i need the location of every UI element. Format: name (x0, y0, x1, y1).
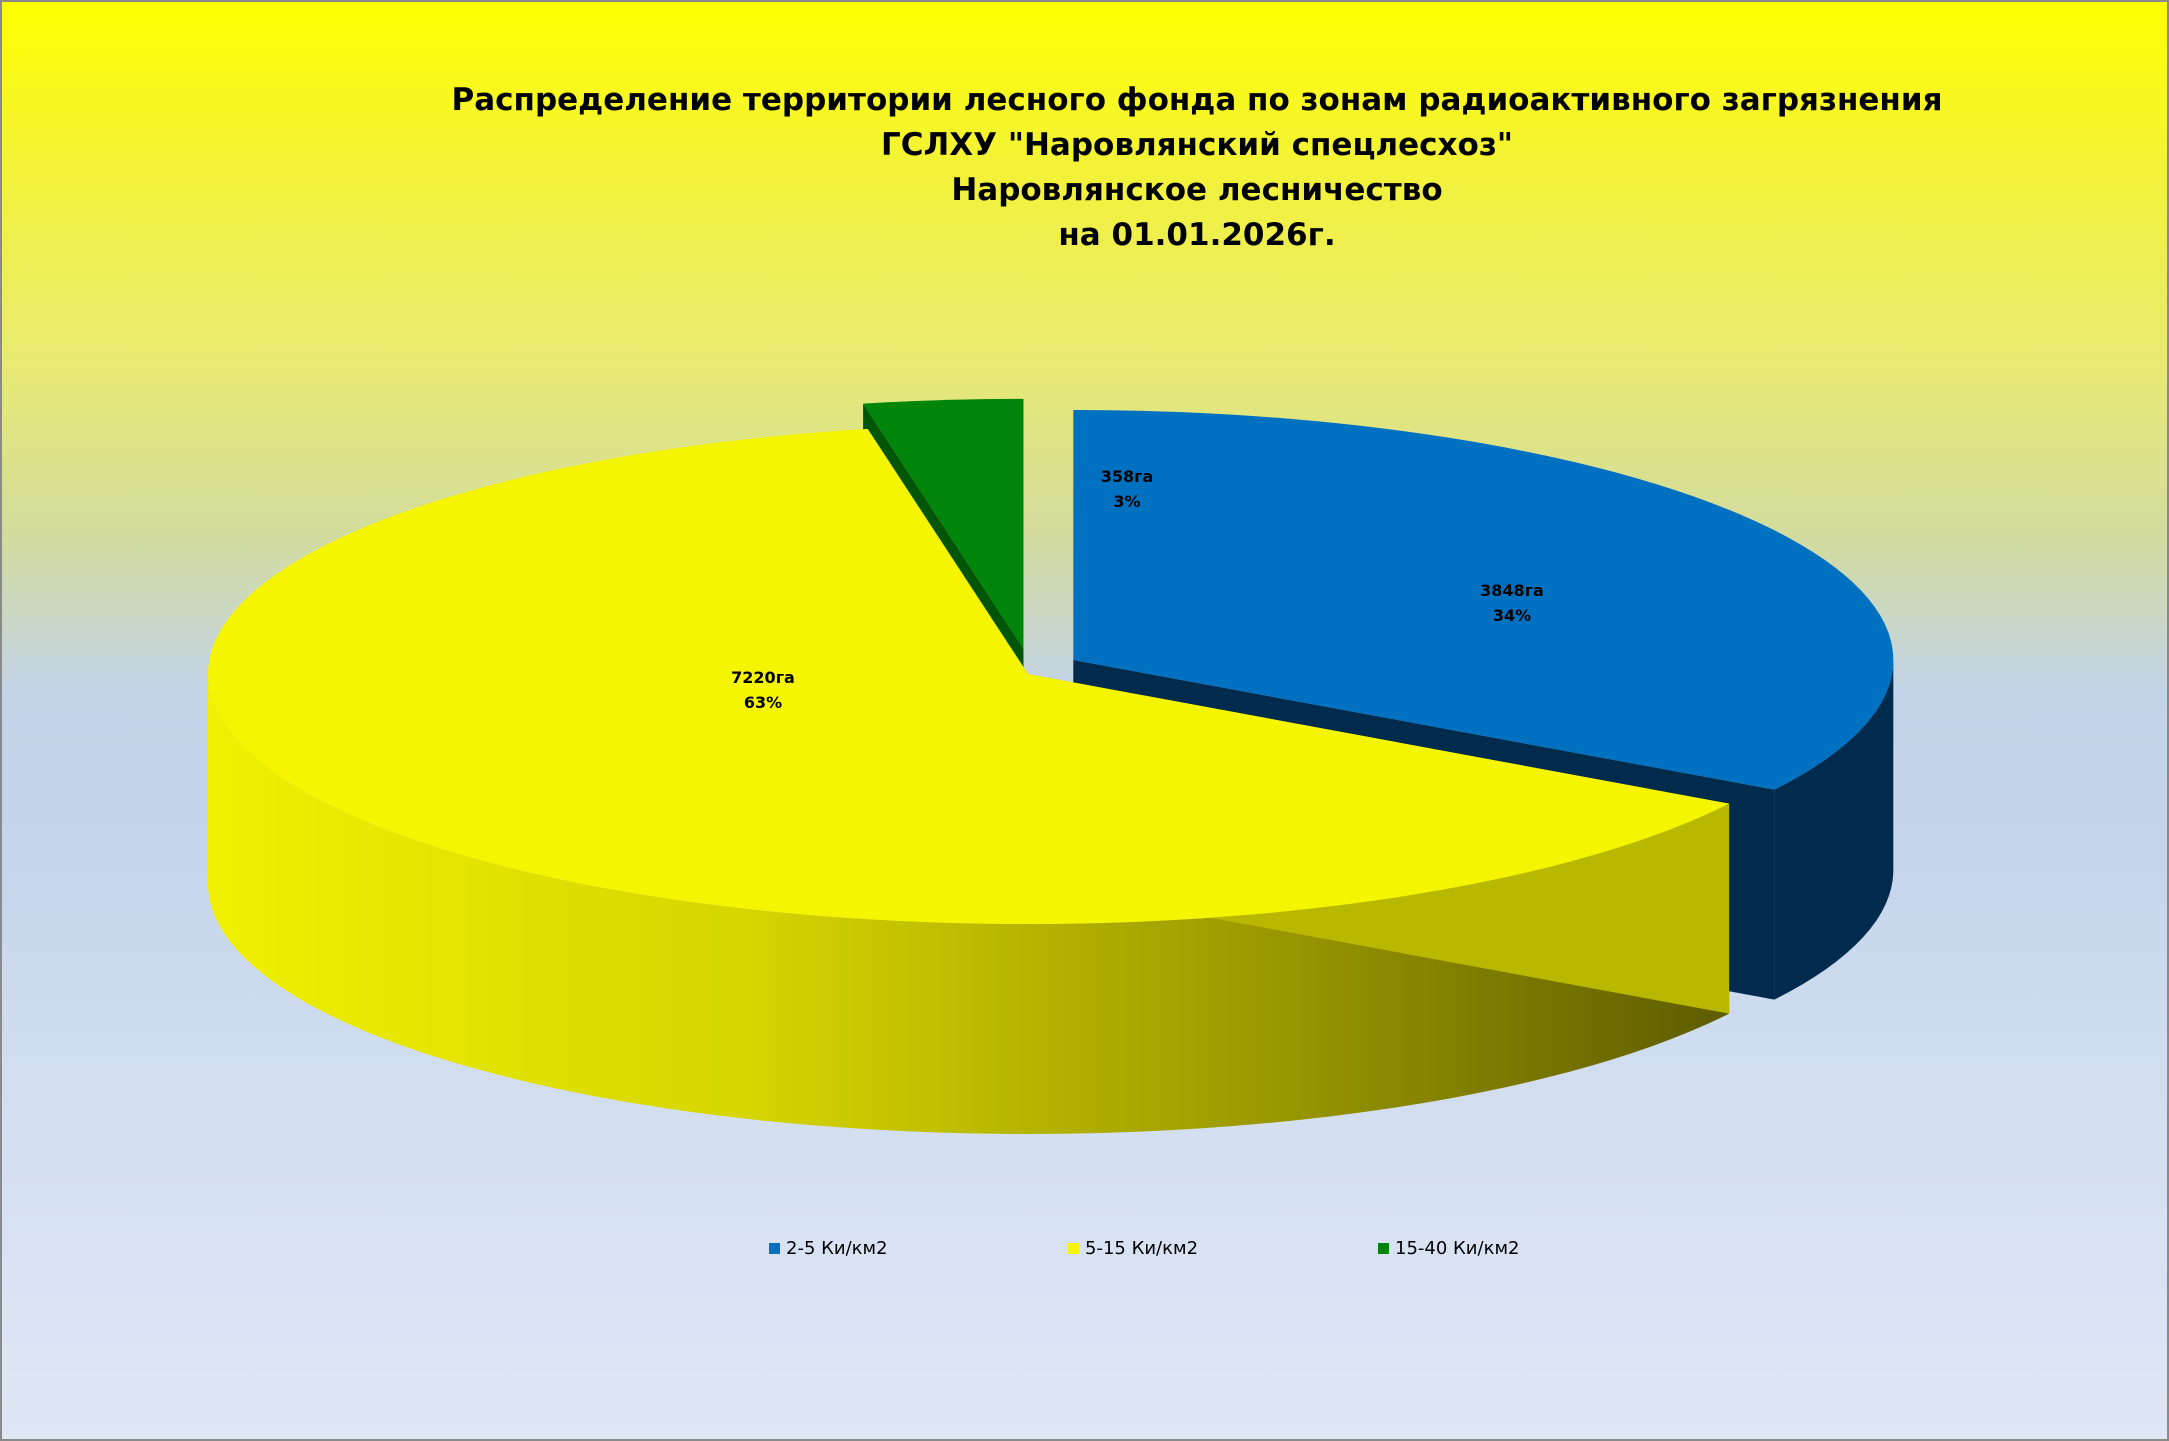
legend-item-15-40: 15-40 Ки/км2 (1378, 1238, 1519, 1259)
labels-layer: 3848га 34% 7220га 63% 358га 3% (731, 467, 1544, 712)
title-line-4: на 01.01.2026г. (1058, 217, 1336, 253)
legend-label-5-15: 5-15 Ки/км2 (1085, 1238, 1199, 1259)
slices-layer (207, 398, 1894, 1134)
slice-top-green (863, 398, 1024, 649)
legend-item-5-15: 5-15 Ки/км2 (1068, 1238, 1198, 1259)
data-label-percent-yellow: 63% (744, 693, 782, 712)
legend-item-2-5: 2-5 Ки/км2 (769, 1238, 888, 1259)
data-label-value-green: 358га (1101, 467, 1154, 486)
data-label-value-blue: 3848га (1480, 581, 1544, 600)
slice-top-blue (1073, 409, 1894, 790)
data-label-value-yellow: 7220га (731, 668, 795, 687)
slice-side-yellow (208, 674, 1730, 1134)
slice-yellow (207, 428, 1730, 1134)
legend-label-2-5: 2-5 Ки/км2 (786, 1238, 888, 1259)
title-line-2: ГСЛХУ "Наровлянский спецлесхоз" (880, 127, 1513, 163)
chart-title: Распределение территории лесного фонда п… (302, 78, 2092, 258)
legend-swatch-green (1378, 1243, 1389, 1254)
title-line-3: Наровлянское лесничество (951, 172, 1443, 208)
slice-top-yellow (207, 428, 1730, 925)
legend: 2-5 Ки/км2 5-15 Ки/км2 15-40 Ки/км2 (2, 1238, 2169, 1268)
data-label-percent-blue: 34% (1493, 606, 1531, 625)
legend-label-15-40: 15-40 Ки/км2 (1395, 1238, 1520, 1259)
legend-swatch-blue (769, 1243, 780, 1254)
title-line-1: Распределение территории лесного фонда п… (451, 82, 1943, 118)
data-label-percent-green: 3% (1113, 492, 1140, 511)
slice-side-blue (1774, 659, 1894, 1000)
legend-swatch-yellow (1068, 1243, 1079, 1254)
